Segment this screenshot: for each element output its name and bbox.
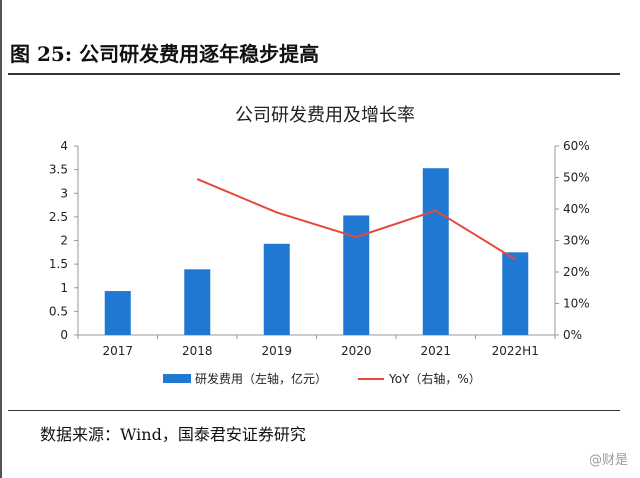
right-axis-tick-label: 0% (563, 328, 582, 342)
x-axis-tick-label: 2019 (261, 344, 292, 358)
left-axis-tick-label: 0 (60, 328, 68, 342)
bar-rd-expense (422, 168, 449, 335)
x-axis-tick-label: 2017 (102, 344, 133, 358)
right-axis-tick-label: 20% (563, 265, 590, 279)
bar-rd-expense (104, 291, 131, 335)
left-axis-tick-label: 2 (60, 234, 68, 248)
bar-rd-expense (502, 252, 529, 335)
x-axis-tick-label: 2018 (182, 344, 213, 358)
right-axis-tick-label: 10% (563, 297, 590, 311)
chart-title: 公司研发费用及增长率 (235, 105, 415, 126)
page-left-border (0, 0, 2, 478)
left-axis-tick-label: 1.5 (49, 257, 68, 271)
left-axis-tick-label: 4 (60, 139, 68, 153)
x-axis-tick-label: 2022H1 (492, 344, 539, 358)
yoy-series-line (196, 178, 516, 261)
heading-divider (8, 73, 620, 75)
chart: 公司研发费用及增长率 0 0.5 1 1.5 2 2.5 3 3.5 4 0% 10% 20% 30%… (49, 105, 590, 386)
legend-bar-label: 研发费用（左轴，亿元） (195, 371, 327, 386)
source-divider (8, 410, 620, 411)
left-axis-tick-label: 1 (60, 281, 68, 295)
bar-rd-expense (184, 269, 211, 335)
bar-rd-expense (263, 243, 290, 335)
left-axis-tick-label: 3 (60, 186, 68, 200)
left-axis-tick-label: 3.5 (49, 163, 68, 177)
x-axis-tick-label: 2020 (341, 344, 372, 358)
right-axis-tick-label: 40% (563, 202, 590, 216)
x-axis-tick-label: 2021 (420, 344, 451, 358)
watermark: @财是 (588, 453, 628, 468)
legend-bar-swatch (163, 374, 191, 383)
left-axis-tick-label: 0.5 (49, 304, 68, 318)
source-note: 数据来源：Wind，国泰君安证券研究 (40, 425, 306, 444)
right-axis-tick-label: 50% (563, 171, 590, 185)
figure-heading: 图 25: 公司研发费用逐年稳步提高 (10, 42, 320, 66)
right-axis-tick-label: 30% (563, 234, 590, 248)
left-axis-tick-label: 2.5 (49, 210, 68, 224)
legend-line-label: YoY（右轴，%） (388, 371, 481, 386)
right-axis-tick-label: 60% (563, 139, 590, 153)
